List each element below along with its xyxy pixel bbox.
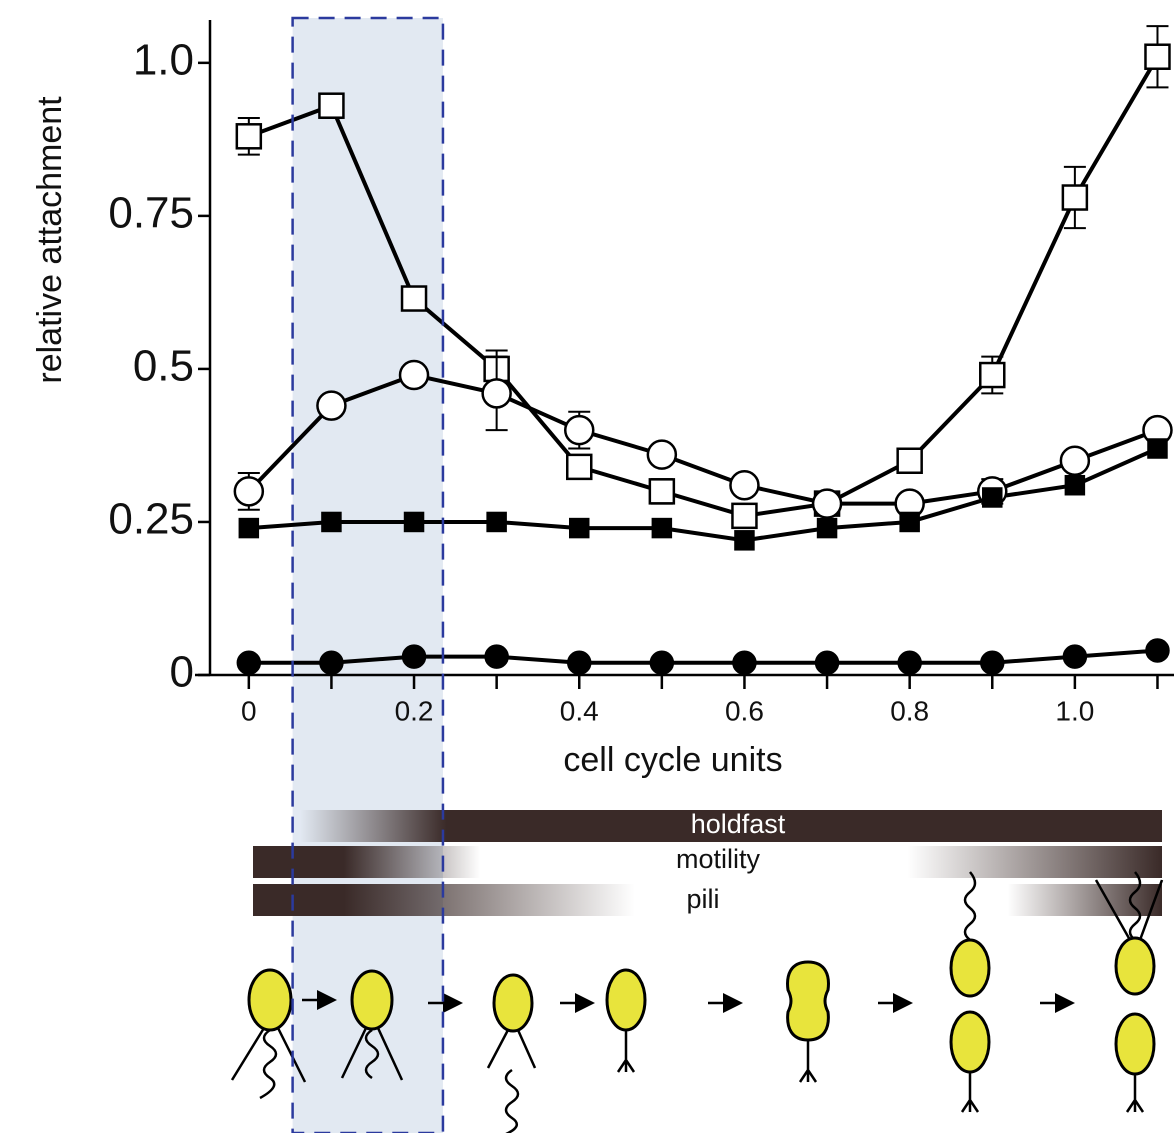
marker: [732, 650, 757, 676]
marker: [811, 488, 843, 519]
marker: [401, 644, 427, 669]
marker: [1059, 445, 1091, 476]
x-tick-label: 0.8: [890, 695, 929, 726]
y-tick-label: 0: [170, 648, 194, 697]
marker: [980, 650, 1005, 676]
marker: [403, 511, 425, 533]
shaded-border: [291, 16, 445, 1133]
shaded-region: [292, 18, 443, 1133]
dividing-cell: [786, 960, 830, 1042]
marker: [400, 285, 428, 312]
feature-bars: holdfast motility pili: [253, 809, 1162, 916]
marker: [236, 650, 262, 676]
marker: [566, 650, 592, 676]
marker: [1145, 638, 1170, 663]
cell: [949, 1010, 991, 1074]
marker: [1144, 43, 1171, 70]
x-tick-label: 0: [241, 695, 257, 726]
cell: [1114, 936, 1156, 996]
marker: [982, 487, 1003, 508]
marker: [1061, 184, 1089, 211]
x-tick-label: 1.0: [1055, 695, 1094, 726]
marker: [565, 453, 593, 481]
stalk: [798, 1040, 818, 1083]
marker: [233, 476, 265, 507]
marker: [979, 361, 1006, 389]
bar-label: motility: [676, 844, 761, 874]
marker: [235, 123, 263, 150]
marker: [899, 511, 920, 533]
marker: [814, 650, 840, 676]
arrows: [302, 990, 1075, 1013]
y-tick-label: 0.75: [108, 189, 194, 238]
marker: [486, 511, 507, 533]
marker: [897, 650, 922, 676]
appendages: [1094, 871, 1164, 1113]
stalk: [616, 1030, 636, 1073]
appendages: [960, 871, 980, 1113]
appendages: [486, 1029, 537, 1133]
y-axis-label: relative attachment: [31, 96, 69, 384]
motility-bar: [253, 846, 1162, 878]
shade-border: [291, 16, 445, 1133]
marker: [649, 650, 675, 676]
x-tick-label: 0.2: [395, 695, 434, 726]
cell: [605, 968, 647, 1032]
marker: [651, 517, 673, 539]
series-line: [248, 648, 1158, 665]
x-axis-label: cell cycle units: [563, 741, 782, 779]
marker: [646, 439, 678, 470]
bar-label: pili: [686, 884, 719, 914]
series-line: [248, 55, 1160, 518]
marker: [318, 92, 345, 119]
cell: [247, 968, 293, 1032]
marker: [568, 517, 590, 539]
marker: [398, 359, 430, 391]
marker: [896, 447, 923, 474]
marker: [816, 517, 838, 539]
plot: 0 0.25 0.5 0.75 1.0 0 0.2 0.4 0.6 0.8 1.0: [108, 18, 1174, 1133]
marker: [484, 644, 509, 669]
marker: [734, 530, 755, 551]
marker: [321, 511, 342, 533]
cell: [949, 938, 991, 998]
y-tick-label: 1.0: [133, 35, 194, 84]
marker: [1147, 438, 1168, 459]
cell: [350, 969, 394, 1031]
x-tick-label: 0.6: [725, 695, 764, 726]
marker: [731, 502, 758, 530]
marker: [648, 478, 676, 505]
marker: [238, 517, 260, 539]
marker: [1064, 474, 1086, 496]
marker: [319, 650, 344, 676]
pili-bar: [253, 884, 1162, 916]
marker: [481, 378, 512, 409]
appendages: [340, 1027, 404, 1081]
marker: [729, 469, 760, 501]
x-tick-label: 0.4: [560, 695, 599, 726]
y-tick-label: 0.25: [108, 495, 194, 544]
marker: [316, 390, 347, 421]
marker: [1062, 644, 1088, 669]
y-tick-label: 0.5: [133, 342, 194, 391]
marker: [563, 414, 595, 446]
cell: [492, 973, 534, 1033]
cell: [1114, 1012, 1156, 1076]
bar-label: holdfast: [691, 809, 786, 839]
